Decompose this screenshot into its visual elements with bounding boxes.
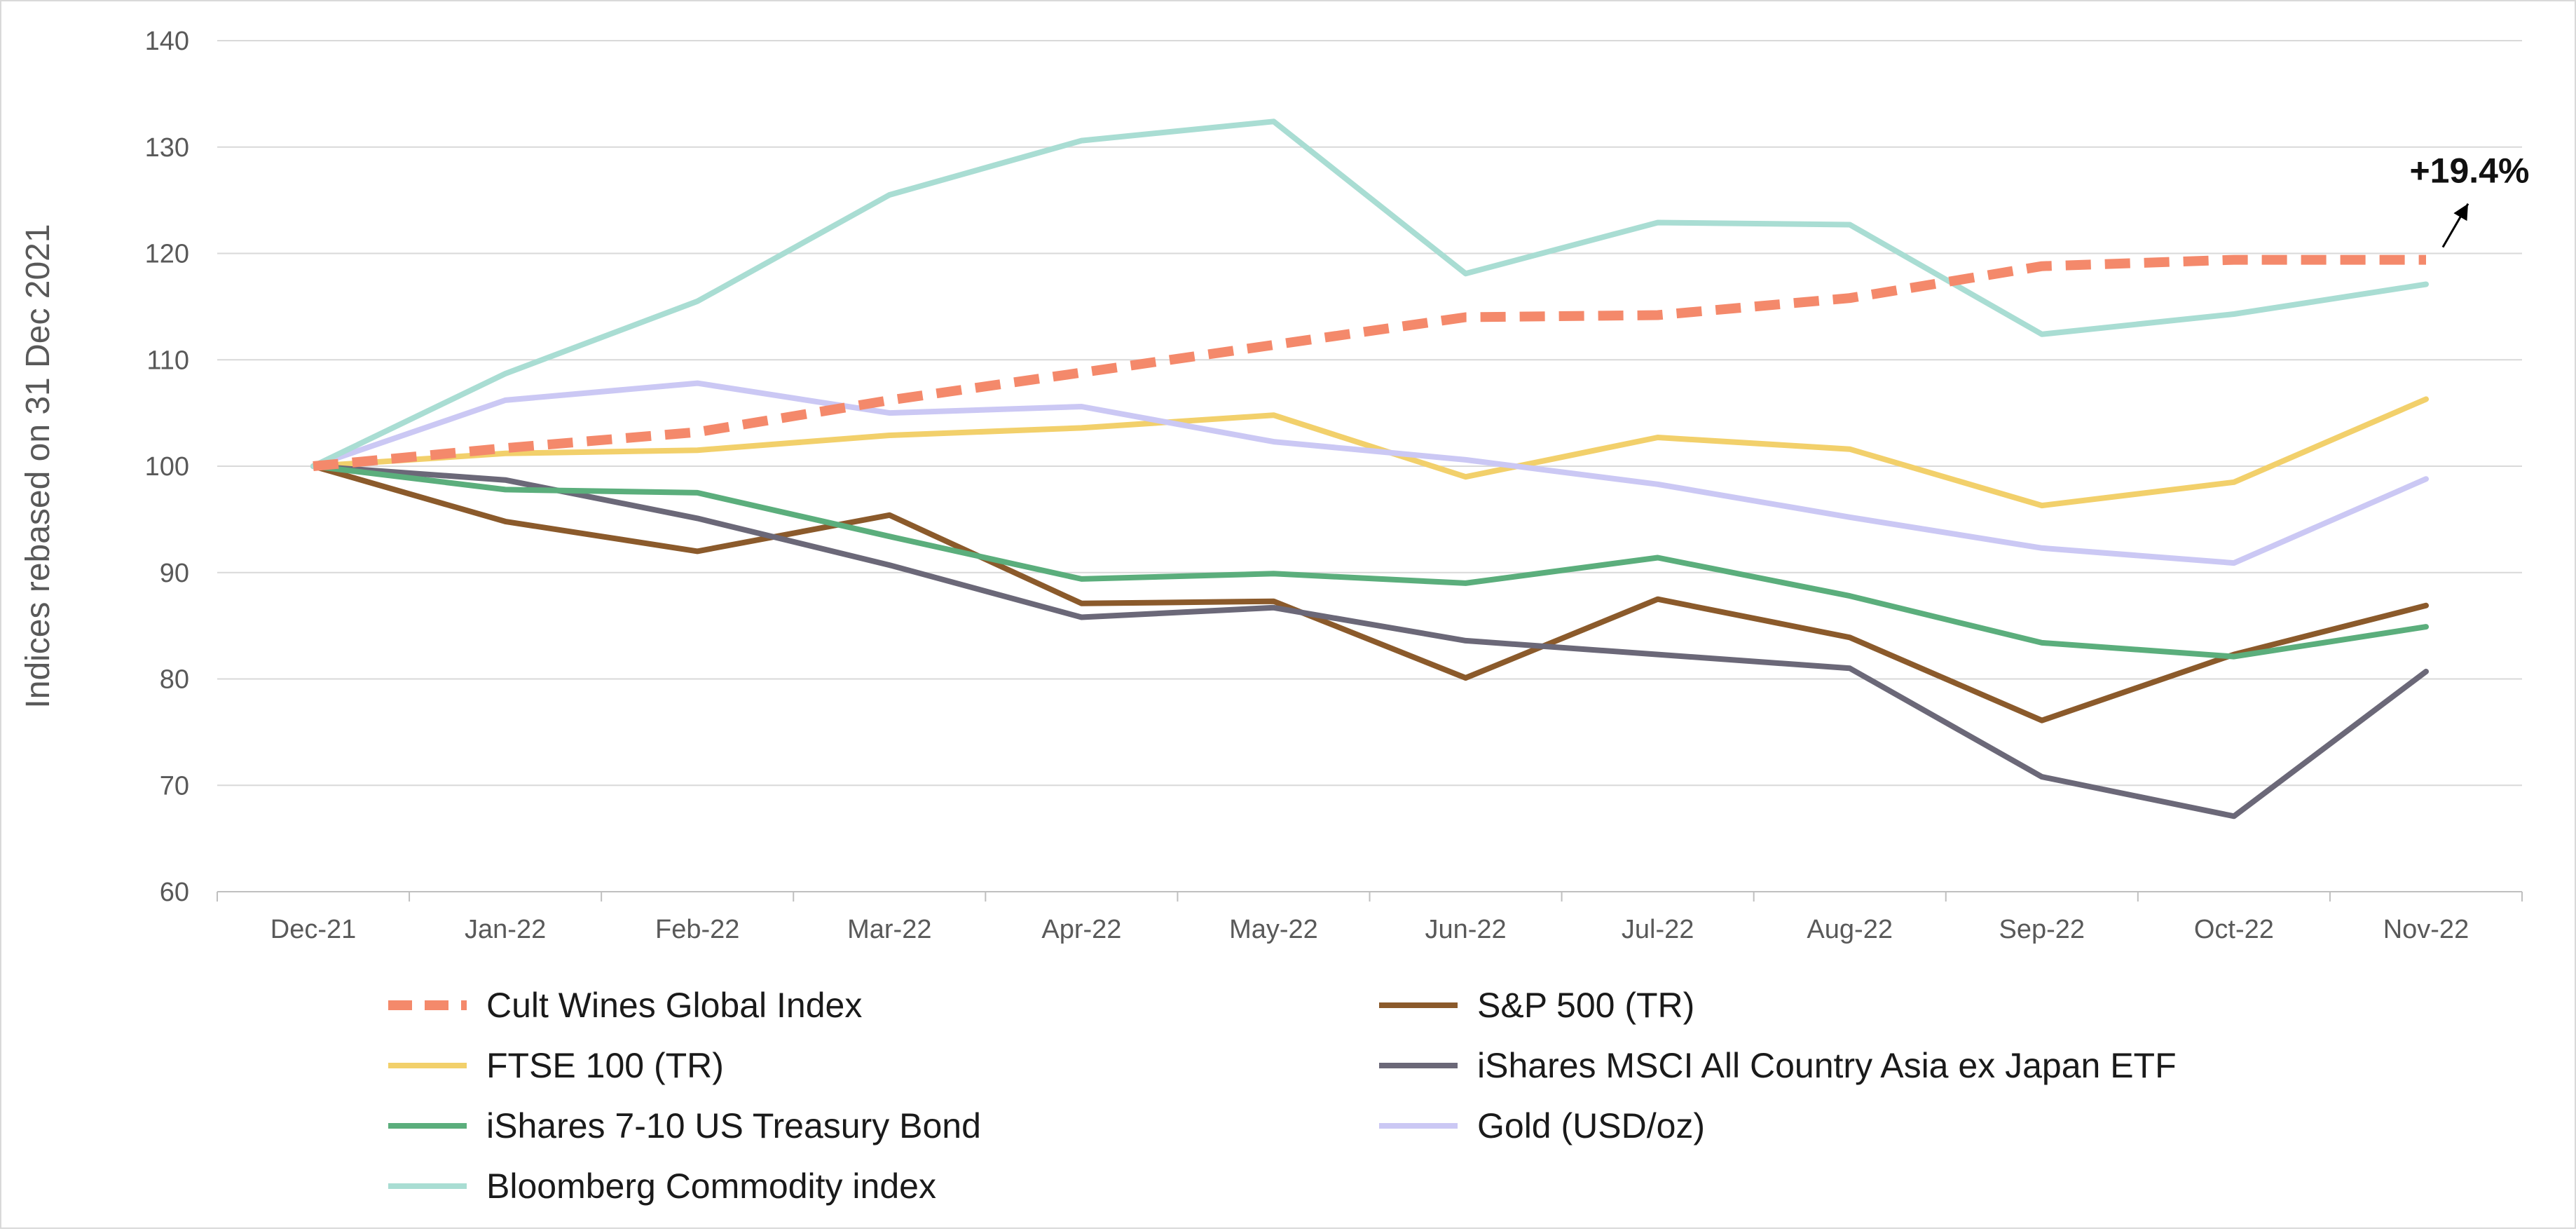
series-line-ftse-100-tr xyxy=(310,396,2429,509)
legend-label-ftse-100-tr: FTSE 100 (TR) xyxy=(486,1046,724,1085)
legend-label-cult-wines-global-index: Cult Wines Global Index xyxy=(486,986,862,1025)
legend-label-s-p-500-tr: S&P 500 (TR) xyxy=(1477,986,1694,1025)
x-tick-label: Jan-22 xyxy=(465,915,546,944)
x-tick-label: Aug-22 xyxy=(1807,915,1893,944)
series-line-ishares-msci-all-country-asia-ex-japan-etf xyxy=(310,463,2429,819)
legend-label-gold-usd-oz: Gold (USD/oz) xyxy=(1477,1106,1705,1145)
y-tick-label: 80 xyxy=(160,665,189,695)
series-line-s-p-500-tr xyxy=(310,463,2429,723)
x-tick-label: Jul-22 xyxy=(1622,915,1694,944)
annotation-label: +19.4% xyxy=(2409,151,2529,191)
x-tick-label: Mar-22 xyxy=(847,915,931,944)
legend-label-ishares-msci-all-country-asia-ex-japan-etf: iShares MSCI All Country Asia ex Japan E… xyxy=(1477,1046,2177,1085)
y-tick-label: 60 xyxy=(160,878,189,907)
legend-label-bloomberg-commodity-index: Bloomberg Commodity index xyxy=(486,1167,936,1206)
y-tick-label: 70 xyxy=(160,771,189,801)
y-tick-label: 130 xyxy=(145,133,189,163)
y-tick-label: 100 xyxy=(145,452,189,482)
series-line-gold-usd-oz xyxy=(310,380,2429,566)
series-line-ishares-7-10-us-treasury-bond xyxy=(310,463,2429,660)
x-tick-label: May-22 xyxy=(1229,915,1318,944)
y-tick-label: 110 xyxy=(146,346,189,375)
series-line-bloomberg-commodity-index xyxy=(310,118,2429,469)
x-tick-label: Apr-22 xyxy=(1041,915,1121,944)
y-tick-label: 90 xyxy=(160,559,189,588)
series-line-cult-wines-global-index xyxy=(313,254,2426,471)
y-tick-label: 140 xyxy=(145,27,189,56)
legend-label-ishares-7-10-us-treasury-bond: iShares 7-10 US Treasury Bond xyxy=(486,1106,981,1145)
x-tick-label: Sep-22 xyxy=(1999,915,2085,944)
x-tick-label: Feb-22 xyxy=(655,915,739,944)
y-axis-label: Indices rebased on 31 Dec 2021 xyxy=(20,224,57,708)
x-tick-label: Dec-21 xyxy=(270,915,357,944)
x-tick-label: Nov-22 xyxy=(2383,915,2469,944)
y-tick-label: 120 xyxy=(145,240,189,269)
annotation-arrow-head xyxy=(2453,203,2468,222)
x-tick-label: Jun-22 xyxy=(1425,915,1506,944)
x-tick-label: Oct-22 xyxy=(2194,915,2274,944)
